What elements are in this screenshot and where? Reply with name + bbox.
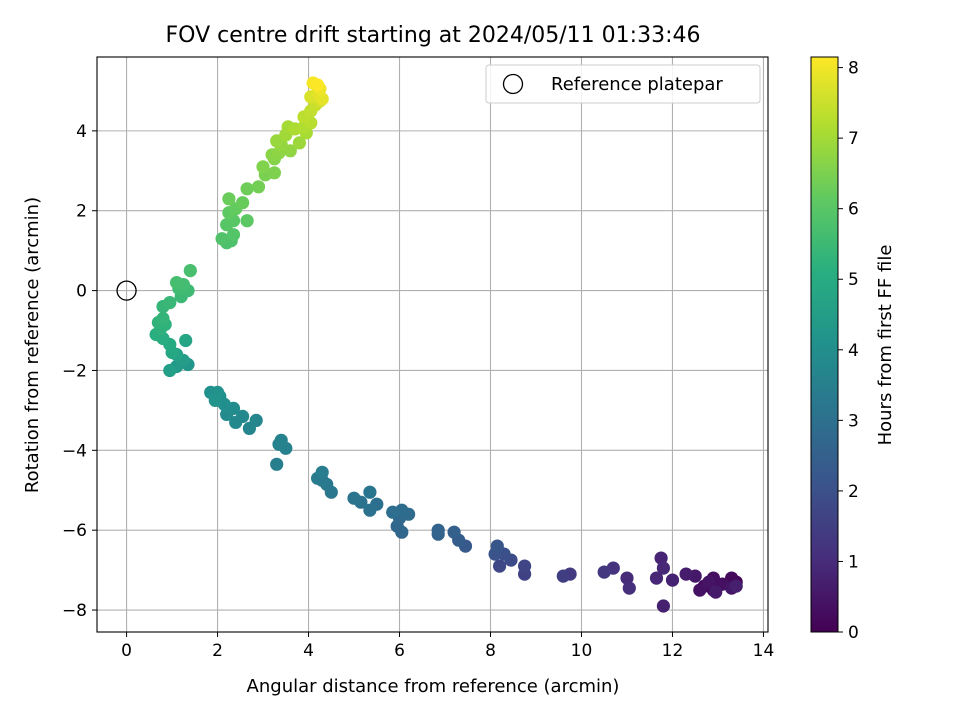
colorbar-tick-label: 1 (848, 552, 859, 572)
data-point (215, 232, 229, 246)
colorbar-tick-label: 2 (848, 482, 859, 502)
colorbar-tick-label: 3 (848, 411, 859, 431)
x-axis: 0 2 4 6 8 10 12 14 (121, 632, 774, 661)
x-axis-label: Angular distance from reference (arcmin) (247, 676, 620, 697)
legend-marker-icon (502, 73, 524, 95)
data-point (311, 78, 325, 92)
data-point (270, 457, 284, 471)
data-point (315, 465, 329, 479)
data-point (156, 311, 170, 326)
data-points (149, 76, 743, 613)
data-point (656, 561, 671, 575)
data-point (240, 182, 254, 196)
colorbar-tick-label: 0 (848, 623, 859, 643)
data-point (274, 433, 288, 447)
y-axis-label: Rotation from reference (arcmin) (22, 197, 43, 493)
data-point (656, 599, 671, 613)
legend-label: Reference platepar (551, 74, 723, 95)
reference-marker (116, 280, 137, 301)
legend: Reference platepar (485, 64, 761, 104)
y-tick-label: 2 (76, 202, 87, 222)
data-point (679, 567, 693, 581)
plot-frame (96, 56, 769, 633)
colorbar-tick-label: 8 (848, 59, 859, 79)
x-tick-label: 8 (485, 641, 496, 661)
y-tick-label: −4 (62, 441, 87, 461)
x-tick-label: 14 (753, 641, 775, 661)
colorbar-label: Hours from first FF file (875, 245, 896, 446)
y-axis: −8 −6 −4 −2 0 2 4 (62, 122, 97, 621)
y-tick-label: −2 (62, 361, 87, 381)
data-point (163, 296, 177, 310)
data-point (363, 503, 377, 517)
colorbar-tick-label: 5 (848, 270, 859, 290)
data-point (179, 333, 193, 348)
colorbar-tick-label: 6 (848, 200, 859, 220)
data-point (236, 196, 250, 210)
data-point (490, 539, 504, 553)
y-tick-label: 4 (76, 122, 87, 142)
data-point (622, 581, 636, 595)
colorbar-tick-label: 7 (848, 129, 859, 149)
data-point (249, 413, 263, 427)
data-point (222, 192, 236, 206)
y-tick-label: 0 (76, 282, 87, 302)
data-point (251, 180, 266, 194)
data-point (649, 571, 664, 585)
x-tick-label: 10 (571, 641, 593, 661)
data-point (597, 565, 611, 579)
data-point (226, 228, 241, 242)
data-point (267, 166, 281, 180)
data-point (518, 559, 532, 573)
data-point (292, 136, 306, 150)
data-point (620, 571, 634, 585)
data-point (315, 92, 329, 106)
x-tick-label: 4 (303, 641, 314, 661)
colorbar-gradient (810, 56, 839, 633)
data-point (654, 551, 668, 565)
data-point (240, 214, 254, 228)
data-point (729, 579, 743, 593)
colorbar-tick-label: 4 (848, 341, 859, 361)
data-point (702, 575, 716, 589)
y-tick-label: −8 (62, 601, 87, 621)
colorbar: 0 1 2 3 4 5 6 7 8 Hours from first FF file (810, 56, 896, 643)
grid-lines (97, 57, 768, 632)
x-tick-label: 12 (662, 641, 684, 661)
data-point (693, 583, 707, 597)
data-point (447, 525, 461, 539)
data-point (183, 264, 197, 278)
data-point (347, 491, 361, 505)
data-point (709, 585, 723, 599)
data-point (386, 505, 400, 519)
data-point (493, 559, 507, 573)
data-point (236, 409, 250, 423)
data-point (163, 363, 177, 378)
data-point (256, 160, 270, 174)
data-point (665, 573, 680, 587)
data-point (431, 523, 445, 537)
x-tick-label: 6 (394, 641, 405, 661)
data-point (170, 276, 184, 290)
data-point (208, 393, 222, 407)
y-tick-label: −6 (62, 521, 87, 541)
chart-title: FOV centre drift starting at 2024/05/11 … (166, 23, 701, 48)
legend-box (485, 64, 761, 104)
data-point (363, 485, 377, 499)
x-tick-label: 0 (121, 641, 132, 661)
data-point (556, 569, 570, 583)
colorbar-ticks: 0 1 2 3 4 5 6 7 8 (838, 59, 859, 643)
x-tick-label: 2 (212, 641, 223, 661)
